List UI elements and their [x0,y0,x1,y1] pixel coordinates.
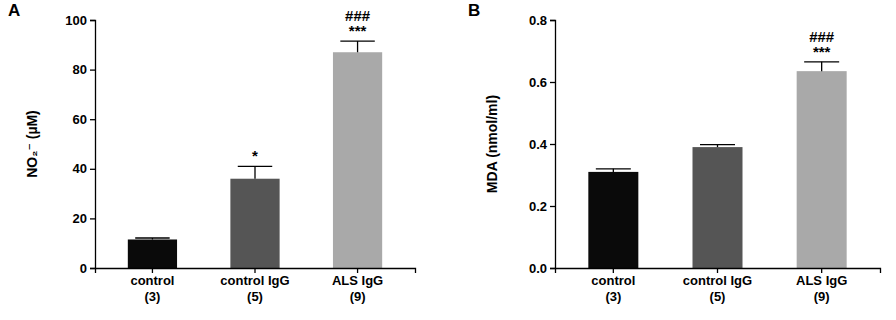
y-tick: 0.6 [529,75,555,90]
y-tick-mark [90,69,95,70]
x-tick: control(3) [591,268,635,304]
y-tick: 0.4 [529,137,555,152]
y-tick: 60 [73,112,95,127]
bar [797,71,847,268]
bar [230,179,279,268]
y-tick-mark [550,82,555,83]
error-cap [804,61,839,62]
y-axis: 0 20 40 60 80 100 [65,13,95,276]
x-tick: ALS IgG(9) [796,268,847,304]
error-bar [700,145,735,147]
y-tick-label: 0.8 [529,13,547,28]
error-cap [596,168,631,169]
error-bar [596,169,631,172]
y-tick-label: 100 [65,13,87,28]
y-tick-label: 40 [73,161,87,176]
y-tick-label: 0.4 [529,137,548,152]
x-tick-label: ALS IgG(9) [796,273,847,304]
error-cap [340,40,374,41]
y-tick: 0.2 [529,199,555,214]
significance: * [252,147,258,164]
y-tick-label: 80 [73,62,87,77]
x-tick-label: control(3) [130,273,174,304]
y-tick-label: 0 [80,261,87,276]
significance: *** [813,43,831,60]
y-axis-title: MDA (nmol/ml) [484,95,500,193]
error-stem [821,62,822,71]
panel: ###***0.00.20.40.60.8control(3)control I… [484,13,881,305]
plot-area [128,41,382,268]
y-tick-label: 0.6 [529,75,547,90]
y-tick-mark [90,20,95,21]
y-tick: 100 [65,13,95,28]
y-tick-mark [550,268,555,269]
error-cap [238,166,272,167]
y-tick-label: 0.0 [529,261,547,276]
y-tick-label: 60 [73,112,87,127]
x-tick: control(3) [130,268,174,304]
x-tick: ALS IgG(9) [332,268,383,304]
y-tick-mark [90,169,95,170]
y-tick-label: 0.2 [529,199,547,214]
y-tick-label: 20 [73,211,87,226]
significance: *** [349,22,367,39]
error-bar [340,41,374,52]
error-cap [700,144,735,145]
y-tick-mark [90,119,95,120]
y-tick: 80 [73,62,95,77]
error-stem [254,166,255,178]
figure: *###***020406080100control(3)control IgG… [0,0,896,320]
x-tick-label: control IgG(5) [220,273,289,304]
y-tick-mark [90,218,95,219]
panel-label: A [8,1,20,20]
error-cap [135,237,169,238]
panel-label: B [468,1,480,20]
y-axis-line [90,21,96,269]
error-bar [238,166,272,178]
bar [693,147,743,268]
bar [588,172,638,268]
bar [333,52,382,268]
y-tick-mark [550,144,555,145]
y-tick-mark [550,206,555,207]
error-bar [135,238,169,239]
y-tick: 0.0 [529,261,555,276]
y-tick: 40 [73,161,95,176]
y-tick: 0 [80,261,95,276]
y-axis-line [550,21,556,269]
y-tick: 20 [73,211,95,226]
bar [128,239,177,268]
y-tick-mark [90,268,95,269]
y-tick-mark [550,20,555,21]
x-tick-label: control(3) [591,273,635,304]
error-stem [357,41,358,52]
x-axis: control(3) control IgG(5) ALS IgG(9) [556,268,881,304]
y-axis-title: NO₂⁻ (µM) [24,110,40,178]
error-bar [804,62,839,71]
plot-area [588,62,846,268]
x-axis: control(3) control IgG(5) ALS IgG(9) [96,268,416,304]
y-axis: 0.0 0.2 0.4 0.6 0.8 [529,13,556,276]
x-tick-label: ALS IgG(9) [332,273,383,304]
panel: *###***020406080100control(3)control IgG… [24,7,416,304]
x-tick: control IgG(5) [220,268,289,304]
x-tick-label: control IgG(5) [683,273,752,304]
y-tick: 0.8 [529,13,555,28]
x-tick: control IgG(5) [683,268,752,304]
